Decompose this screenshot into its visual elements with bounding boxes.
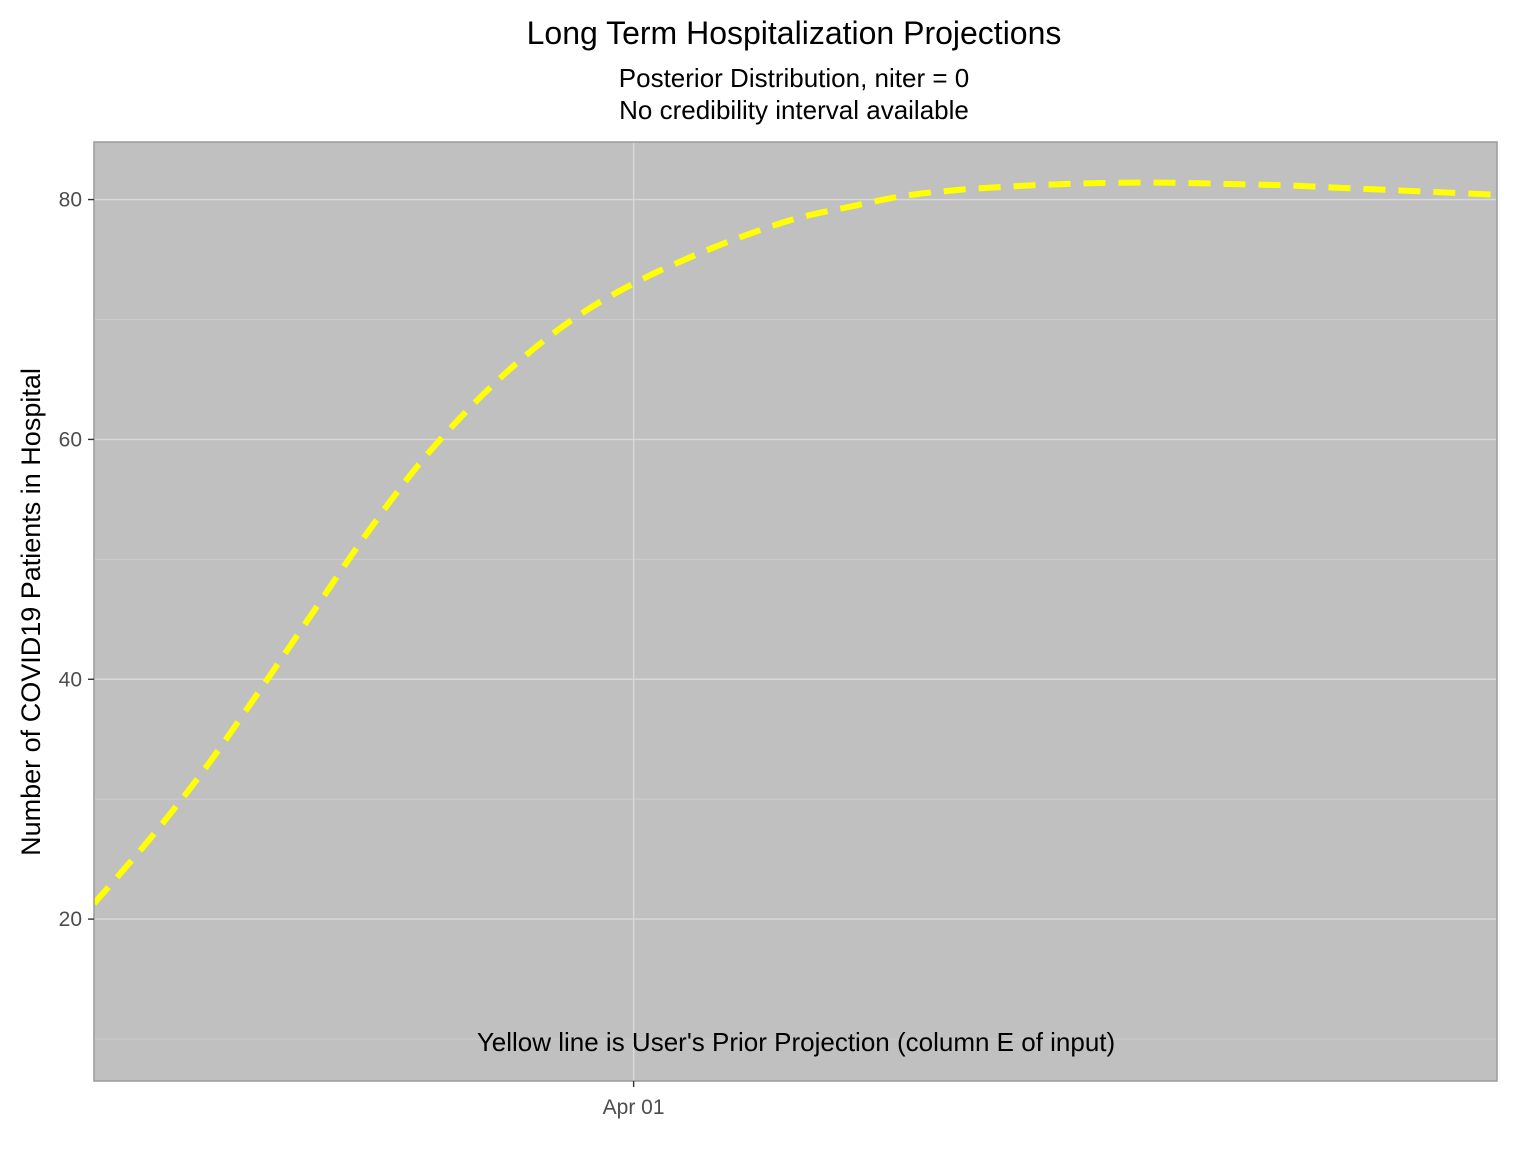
plot-border bbox=[93, 141, 1498, 1082]
chart-annotation: Yellow line is User's Prior Projection (… bbox=[477, 1027, 1115, 1057]
y-axis: 20 40 60 80 bbox=[59, 189, 94, 931]
x-tick-label: Apr 01 bbox=[603, 1096, 665, 1119]
chart-subtitle-line-1: Posterior Distribution, niter = 0 bbox=[619, 63, 969, 93]
grid-minor bbox=[94, 318, 1497, 1040]
chart-title: Long Term Hospitalization Projections bbox=[527, 15, 1062, 51]
y-tick-label: 80 bbox=[59, 189, 82, 212]
y-axis-label: Number of COVID19 Patients in Hospital bbox=[16, 368, 46, 856]
series-line-prior-projection bbox=[94, 179, 1497, 906]
y-tick-label: 60 bbox=[59, 428, 82, 451]
x-axis: Apr 01 bbox=[603, 1081, 665, 1119]
y-tick-label: 20 bbox=[59, 908, 82, 931]
chart-subtitle-line-2: No credibility interval available bbox=[619, 95, 969, 125]
y-tick-label: 40 bbox=[59, 668, 82, 691]
plot-panel bbox=[94, 142, 1497, 1081]
grid-major bbox=[94, 142, 1497, 1081]
